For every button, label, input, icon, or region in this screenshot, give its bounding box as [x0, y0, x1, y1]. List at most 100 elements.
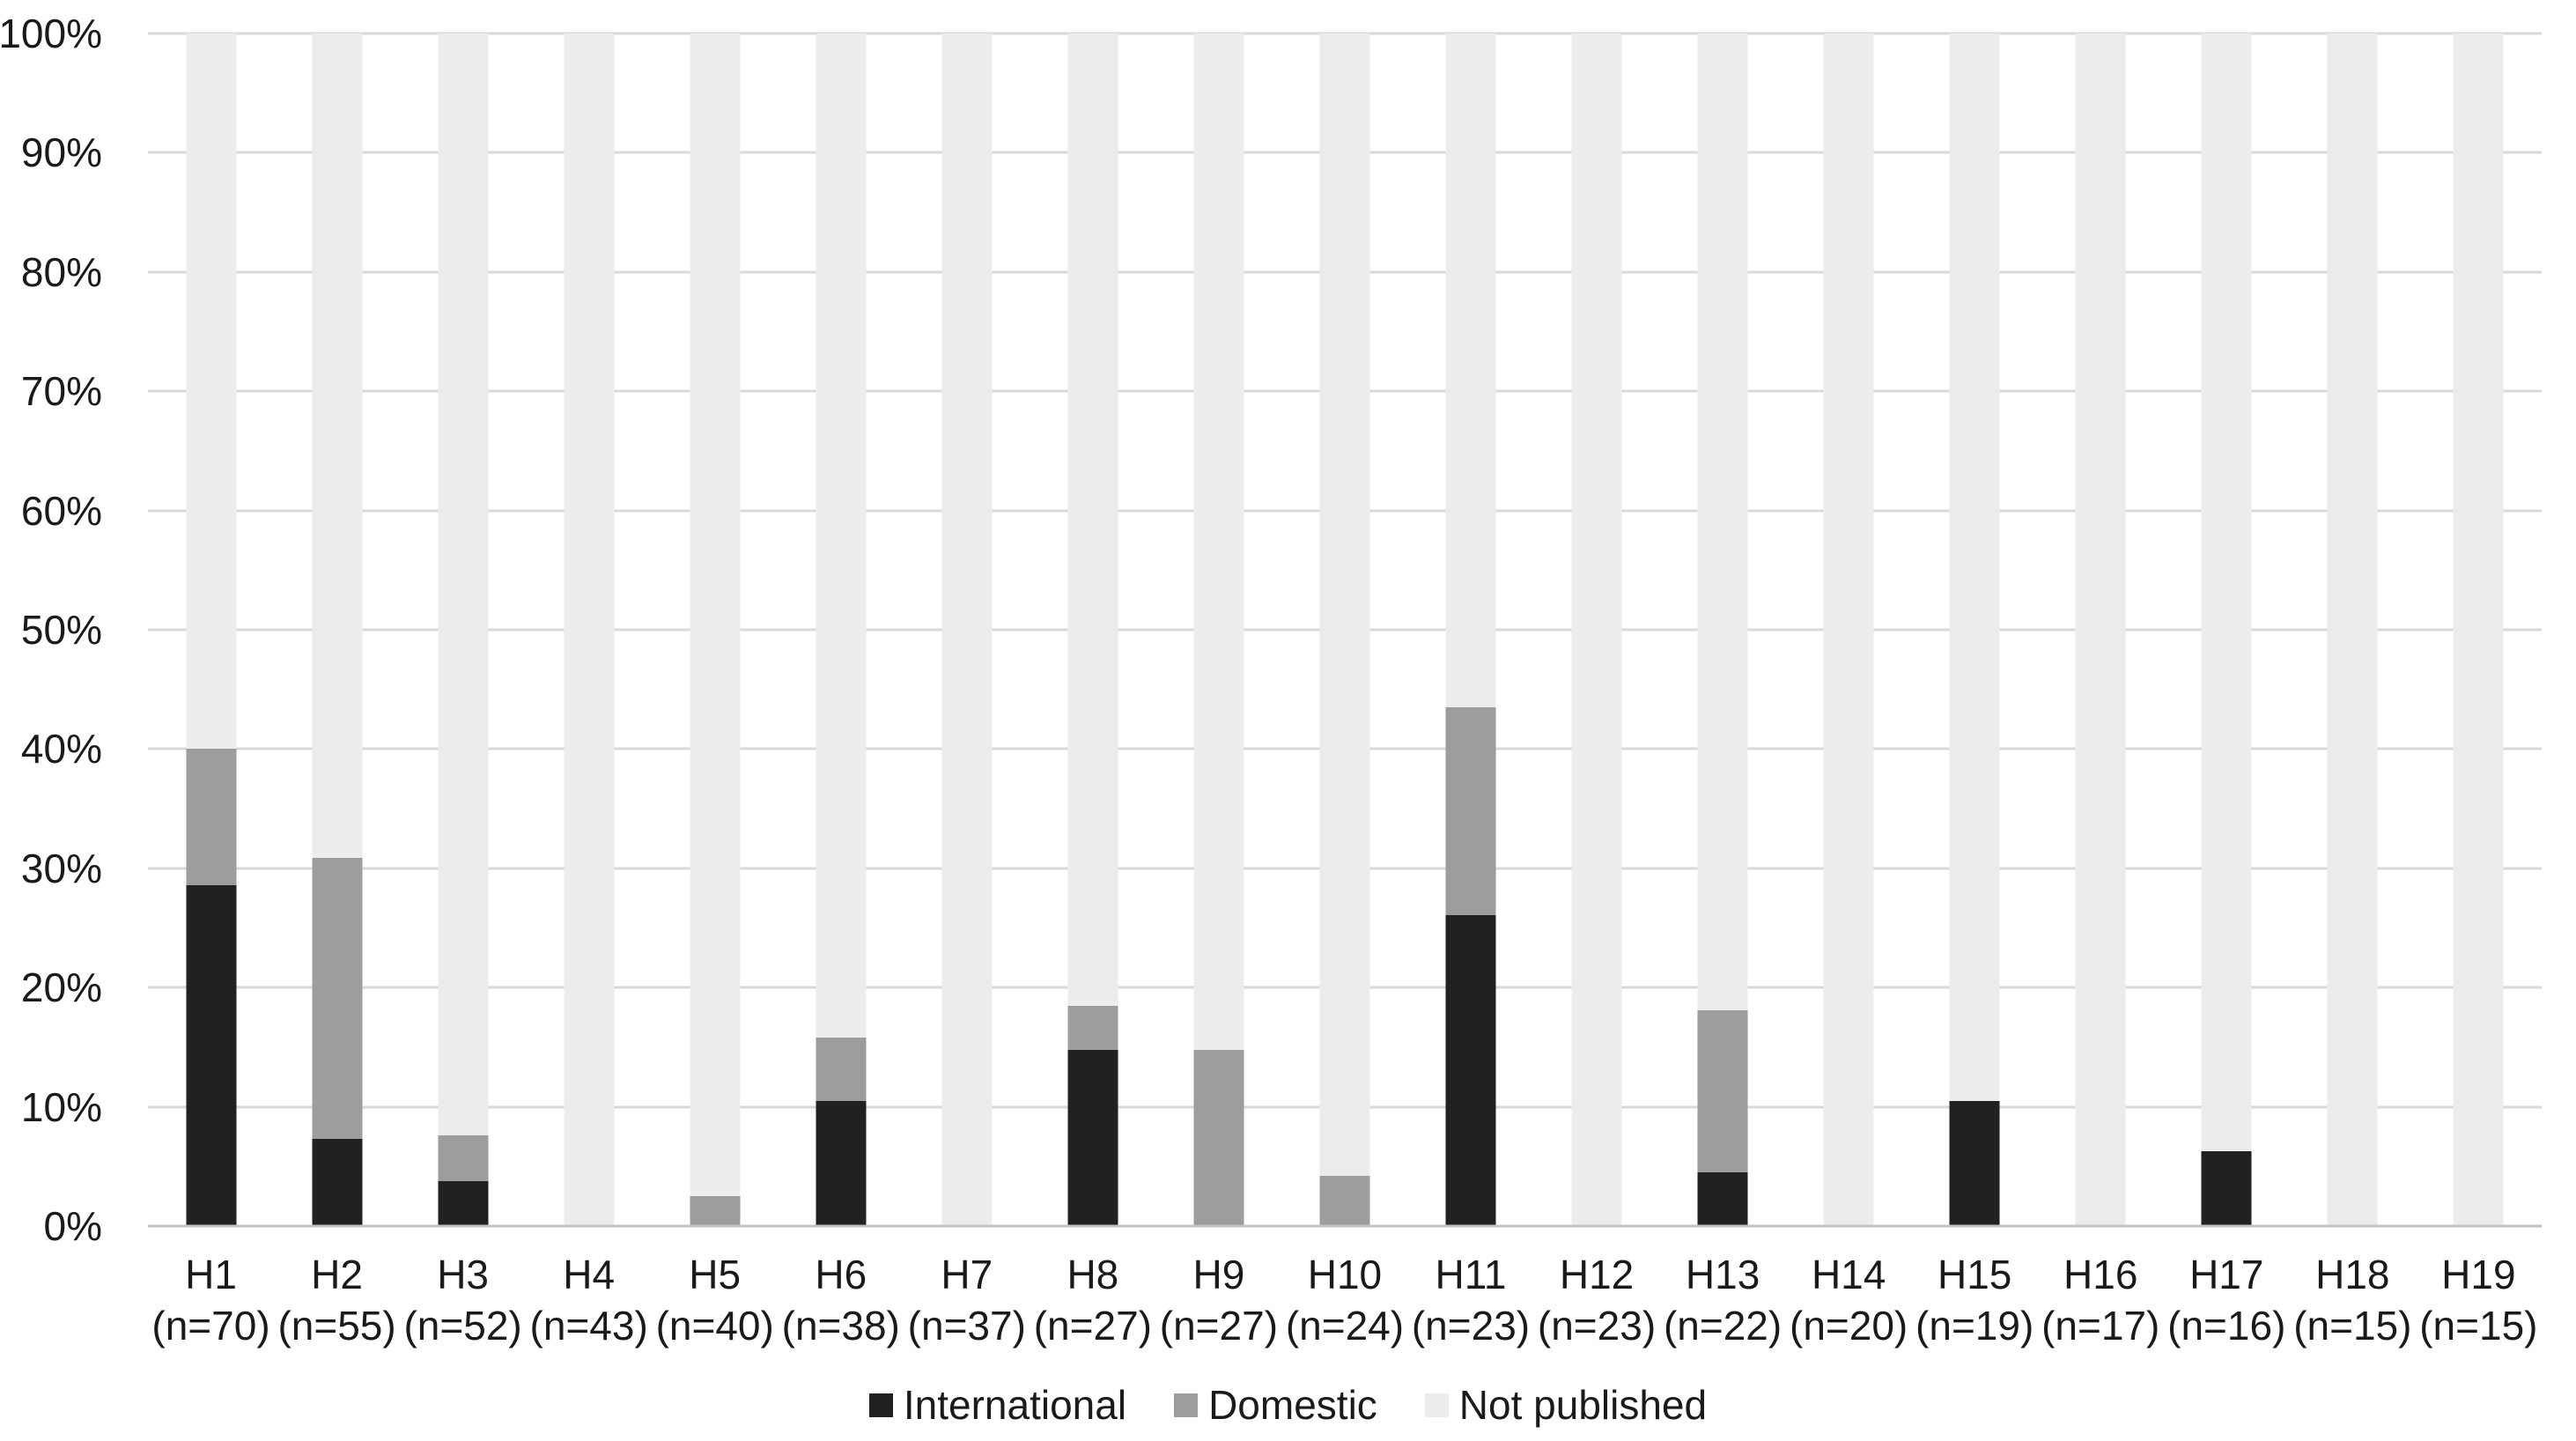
bar-segment-international [1067, 1049, 1118, 1226]
bar-segment-not-published [1319, 33, 1370, 1177]
stacked-bar-h10 [1319, 33, 1370, 1226]
bar-segment-not-published [1697, 33, 1748, 1010]
stacked-bar-h9 [1193, 33, 1244, 1226]
bar-slot-h8 [1030, 33, 1155, 1226]
x-tick-label-h2: H2 (n=55) [274, 1249, 400, 1351]
category-label: H10 [1307, 1252, 1383, 1297]
stacked-bar-h14 [1823, 33, 1874, 1226]
bar-segment-not-published [438, 33, 489, 1136]
y-axis: 100% 90% 80% 70% 60% 50% 40% 30% 20% 10% 0% [0, 11, 106, 1249]
bar-slot-h10 [1281, 33, 1407, 1226]
category-label: H8 [1067, 1252, 1119, 1297]
category-sublabel: (n=15) [2293, 1303, 2412, 1349]
legend-label: Domestic [1208, 1382, 1377, 1428]
category-label: H11 [1435, 1252, 1507, 1297]
x-axis: H1 (n=70) H2 (n=55) H3 (n=52) H4 (n=43) H5 (n=40)… [148, 1249, 2542, 1351]
bar-segment-international [1697, 1172, 1748, 1226]
bar-segment-not-published [1571, 33, 1622, 1226]
legend-swatch-icon [868, 1393, 893, 1417]
category-sublabel: (n=22) [1663, 1303, 1783, 1349]
bar-segment-domestic [690, 1196, 741, 1226]
stacked-bar-h16 [2075, 33, 2126, 1226]
legend-item-domestic: Domestic [1174, 1381, 1377, 1429]
bar-segment-not-published [1067, 33, 1118, 1006]
category-sublabel: (n=38) [781, 1303, 900, 1349]
category-sublabel: (n=70) [151, 1303, 270, 1349]
bar-segment-domestic [312, 857, 363, 1140]
category-sublabel: (n=27) [1159, 1303, 1279, 1349]
bar-segment-not-published [186, 33, 237, 750]
bar-slot-h3 [400, 33, 526, 1226]
x-tick-label-h13: H13 (n=22) [1660, 1249, 1786, 1351]
bar-segment-international [186, 884, 237, 1226]
y-tick-label: 30% [20, 845, 102, 891]
stacked-bar-h1 [186, 33, 237, 1226]
legend-swatch-icon [1424, 1393, 1449, 1417]
bar-slot-h13 [1660, 33, 1786, 1226]
category-sublabel: (n=52) [403, 1303, 522, 1349]
legend-swatch-icon [1174, 1393, 1199, 1417]
category-label: H1 [185, 1252, 237, 1297]
bar-segment-domestic [816, 1038, 867, 1101]
bar-segment-not-published [2075, 33, 2126, 1226]
x-tick-label-h3: H3 (n=52) [400, 1249, 526, 1351]
bar-segment-domestic [186, 749, 237, 885]
x-tick-label-h12: H12 (n=23) [1534, 1249, 1660, 1351]
stacked-bar-h13 [1697, 33, 1748, 1226]
x-tick-label-h8: H8 (n=27) [1030, 1249, 1155, 1351]
category-label: H9 [1192, 1252, 1245, 1297]
legend-item-not-published: Not published [1424, 1381, 1708, 1429]
bar-segment-domestic [1697, 1009, 1748, 1173]
category-label: H5 [689, 1252, 742, 1297]
bar-slot-h9 [1155, 33, 1281, 1226]
legend: International Domestic Not published [0, 1381, 2576, 1429]
category-sublabel: (n=20) [1790, 1303, 1908, 1349]
bar-slot-h2 [274, 33, 400, 1226]
category-sublabel: (n=16) [2167, 1303, 2286, 1349]
category-sublabel: (n=23) [1411, 1303, 1531, 1349]
y-tick-label: 90% [20, 129, 102, 176]
y-tick-label: 100% [0, 11, 102, 56]
x-tick-label-h9: H9 (n=27) [1155, 1249, 1281, 1351]
x-tick-label-h4: H4 (n=43) [526, 1249, 652, 1351]
bar-segment-international [816, 1100, 867, 1226]
category-sublabel: (n=24) [1285, 1303, 1405, 1349]
category-label: H15 [1937, 1252, 2012, 1297]
y-tick-label: 40% [20, 726, 102, 772]
bar-segment-not-published [2453, 33, 2504, 1226]
bar-segment-not-published [1823, 33, 1874, 1226]
bar-segment-domestic [438, 1135, 489, 1181]
legend-label: Not published [1458, 1382, 1708, 1428]
y-tick-label: 50% [20, 607, 102, 653]
category-label: H7 [941, 1252, 993, 1297]
category-label: H17 [2189, 1252, 2264, 1297]
y-tick-label: 70% [20, 368, 102, 415]
bar-segment-not-published [816, 33, 867, 1038]
bar-segment-domestic [1319, 1176, 1370, 1226]
bar-slot-h16 [2038, 33, 2164, 1226]
bar-slot-h6 [778, 33, 904, 1226]
bar-segment-domestic [1067, 1005, 1118, 1050]
category-sublabel: (n=43) [529, 1303, 648, 1349]
bar-segment-international [1949, 1100, 2000, 1226]
bar-segment-not-published [312, 33, 363, 858]
stacked-bar-h17 [2201, 33, 2252, 1226]
bar-segment-not-published [941, 33, 993, 1226]
stacked-bar-h5 [690, 33, 741, 1226]
y-tick-label: 0% [43, 1203, 102, 1249]
bar-segment-domestic [1445, 707, 1496, 915]
stacked-bar-h4 [564, 33, 615, 1226]
x-tick-label-h15: H15 (n=19) [1912, 1249, 2038, 1351]
category-sublabel: (n=37) [907, 1303, 1026, 1349]
bar-segment-not-published [1445, 33, 1496, 708]
bar-slot-h5 [652, 33, 778, 1226]
category-label: H2 [311, 1252, 363, 1297]
stacked-bar-h11 [1445, 33, 1496, 1226]
category-label: H14 [1811, 1252, 1886, 1297]
category-label: H16 [2063, 1252, 2138, 1297]
y-tick-label: 10% [20, 1083, 102, 1130]
category-label: H4 [563, 1252, 616, 1297]
gridline [148, 32, 2542, 35]
category-label: H3 [437, 1252, 490, 1297]
category-sublabel: (n=55) [277, 1303, 396, 1349]
